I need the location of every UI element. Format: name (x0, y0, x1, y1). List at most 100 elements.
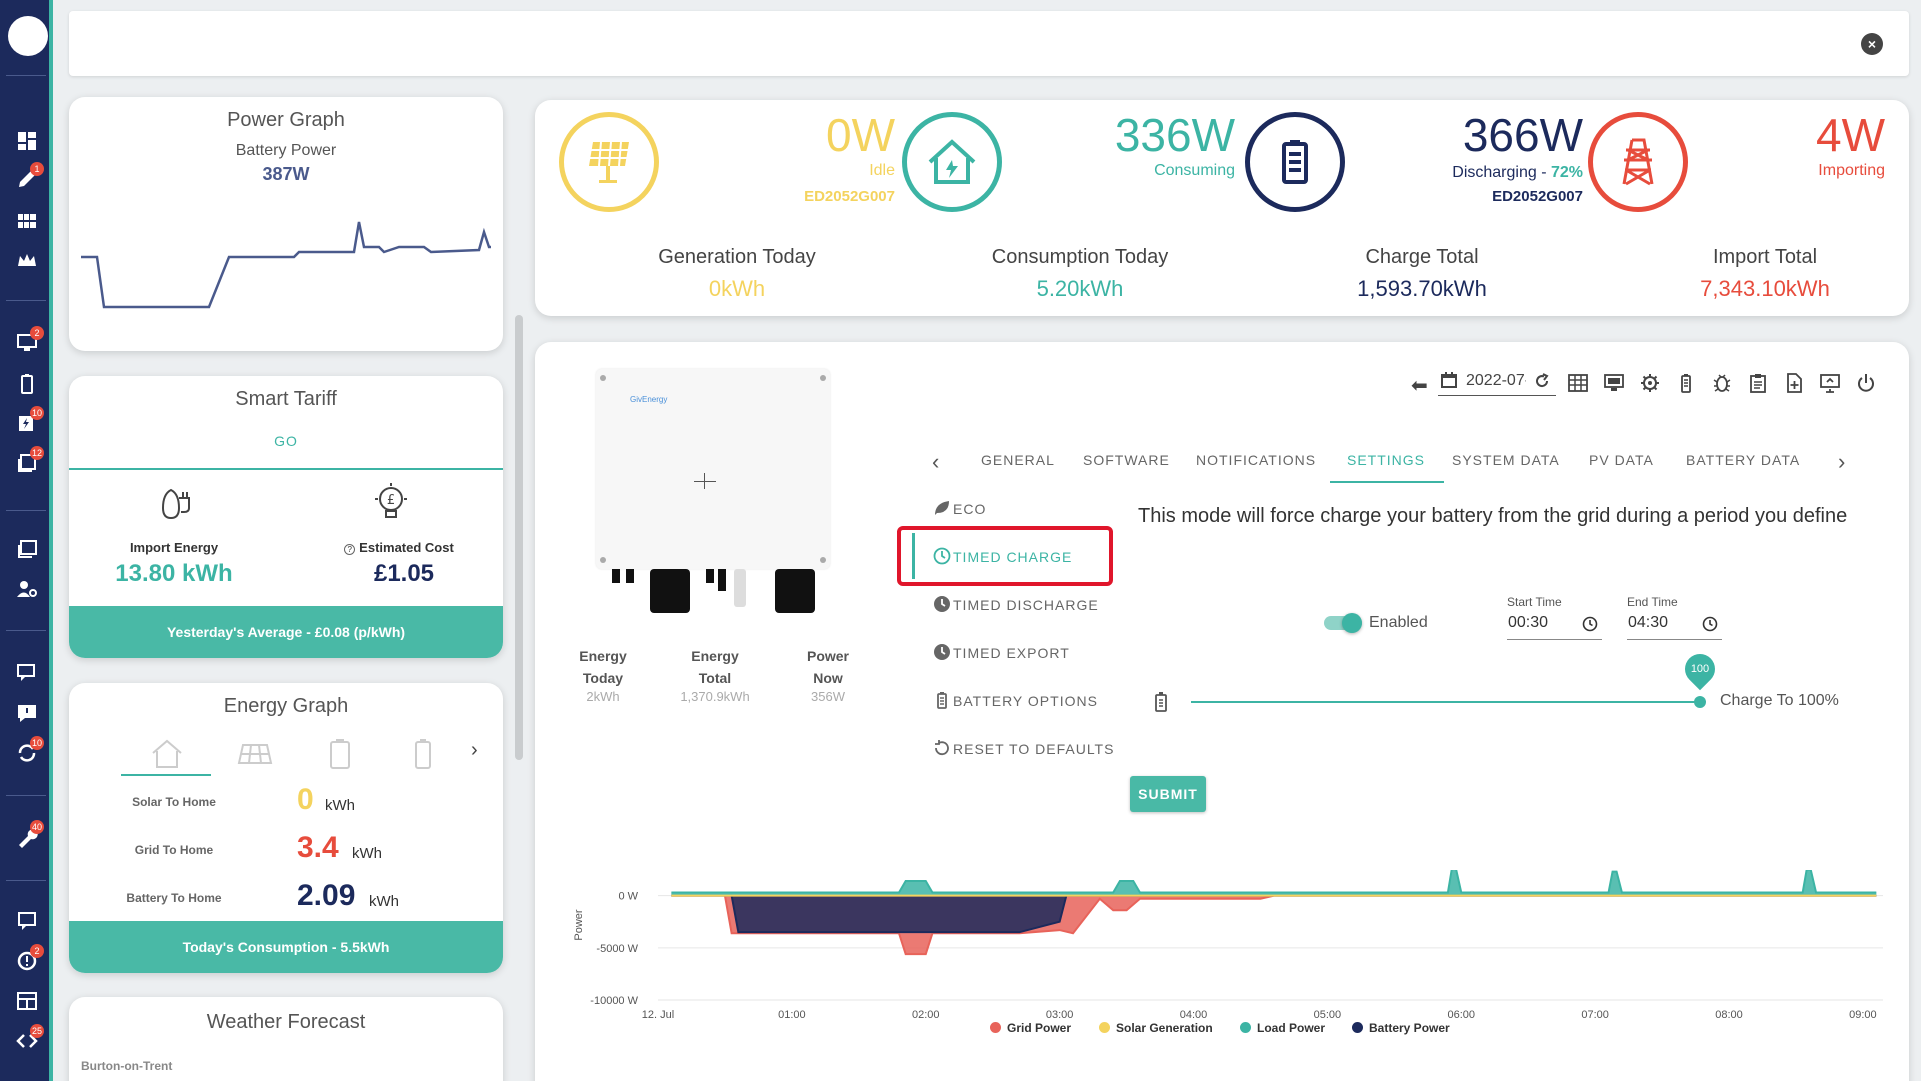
stats-card: 0W Idle ED2052G007 Generation Today 0kWh… (535, 100, 1909, 316)
chat-icon[interactable] (16, 662, 38, 684)
settings-gear-icon[interactable] (1639, 372, 1661, 394)
active-mode-indicator (912, 533, 915, 579)
battery-icon[interactable] (327, 737, 353, 771)
user-settings-icon[interactable] (16, 578, 38, 600)
legend-grid-power[interactable]: Grid Power (990, 1021, 1071, 1035)
chevron-right-icon[interactable]: › (1838, 449, 1846, 474)
battery-level-icon[interactable] (413, 737, 433, 771)
grid-view-icon[interactable] (16, 210, 38, 232)
reports-icon[interactable] (16, 452, 38, 474)
toggle-knob (1342, 613, 1362, 633)
bug-icon[interactable] (1711, 372, 1733, 394)
clock-icon[interactable] (1702, 616, 1718, 632)
tab-software[interactable]: SOFTWARE (1083, 452, 1170, 468)
monitor-icon[interactable] (1603, 372, 1625, 394)
wrench-icon[interactable] (16, 826, 38, 848)
remote-screen-icon[interactable] (1819, 372, 1841, 394)
clock-icon[interactable] (1582, 616, 1598, 632)
tab-general[interactable]: GENERAL (981, 452, 1055, 468)
tab-notifications[interactable]: NOTIFICATIONS (1196, 452, 1317, 468)
code-icon[interactable] (16, 1030, 38, 1052)
smart-tariff-card: Smart Tariff GO Import Energy 13.80 kWh … (69, 376, 503, 658)
battery-icon[interactable] (1675, 372, 1697, 394)
battery-circle (1245, 112, 1345, 212)
legend-battery-power[interactable]: Battery Power (1352, 1021, 1450, 1035)
inverter-brand-logo: GivEnergy (630, 395, 668, 404)
svg-text:£: £ (387, 493, 395, 508)
power-graph-subtitle: Battery Power (235, 142, 337, 159)
mode-eco-label: ECO (953, 501, 987, 517)
refresh-icon[interactable] (1534, 373, 1550, 389)
power-icon[interactable] (1855, 372, 1877, 394)
edit-icon[interactable] (16, 168, 38, 190)
battery-serial: ED2052G007 (1492, 188, 1583, 205)
charge-to-label: Charge To 100% (1720, 692, 1839, 709)
legend-label: Load Power (1257, 1021, 1326, 1035)
enabled-toggle[interactable] (1324, 613, 1362, 633)
sidebar-divider (6, 880, 46, 881)
series-area-battery-power (671, 895, 1877, 933)
battery-to-home-label: Battery To Home (126, 891, 222, 905)
tab-battery-data[interactable]: BATTERY DATA (1686, 452, 1801, 468)
sidebar-divider (6, 510, 46, 511)
gallery-icon[interactable] (16, 538, 38, 560)
charging-icon[interactable] (16, 412, 38, 434)
estimated-cost-text: Estimated Cost (359, 540, 454, 555)
support-icon[interactable] (16, 910, 38, 932)
connector (775, 569, 815, 613)
sidebar-divider (6, 795, 46, 796)
tab-settings[interactable]: SETTINGS (1347, 452, 1426, 468)
clock-icon (933, 547, 951, 565)
close-icon[interactable]: × (1861, 33, 1883, 55)
card-title: Energy Graph (223, 695, 349, 717)
start-time-input[interactable]: 00:30 (1507, 612, 1602, 640)
monitor-icon[interactable] (16, 332, 38, 354)
end-time-input[interactable]: 04:30 (1627, 612, 1722, 640)
power-chart: Power 0 W -5000 W -10000 W 12. Jul 01:00 02:… (573, 870, 1883, 1021)
app-logo[interactable] (8, 16, 48, 56)
tab-pv-data[interactable]: PV DATA (1589, 452, 1654, 468)
connector (718, 569, 726, 591)
submit-button[interactable]: SUBMIT (1130, 776, 1206, 812)
left-panel-scrollbar[interactable] (515, 315, 523, 760)
solar-status: Idle (869, 162, 895, 179)
legend-dot (1099, 1022, 1110, 1033)
sidebar-divider (6, 630, 46, 631)
tab-system-data[interactable]: SYSTEM DATA (1452, 452, 1560, 468)
alert-icon[interactable] (16, 950, 38, 972)
battery-to-home-value: 2.09 (297, 879, 356, 912)
clipboard-icon[interactable] (1747, 372, 1769, 394)
solar-panel-icon[interactable] (237, 739, 273, 769)
slider-thumb[interactable] (1694, 696, 1706, 708)
weather-location: Burton-on-Trent (81, 1059, 173, 1073)
chevron-left-icon[interactable]: ‹ (932, 449, 940, 474)
tariff-footer: Yesterday's Average - £0.08 (p/kWh) (69, 606, 503, 658)
help-icon[interactable]: ? (344, 544, 356, 555)
x-tick-label: 12. Jul (642, 1009, 674, 1021)
back-arrow-icon[interactable]: ⬅ (1411, 375, 1428, 397)
table-icon[interactable] (1567, 372, 1589, 394)
top-bar: × (69, 11, 1909, 76)
mode-battery-options-label: BATTERY OPTIONS (953, 693, 1098, 709)
x-tick-label: 07:00 (1581, 1009, 1609, 1021)
active-tab-indicator (1330, 481, 1444, 483)
date-picker[interactable]: 2022-07-12 (1438, 368, 1556, 396)
file-add-icon[interactable] (1783, 372, 1805, 394)
feedback-icon[interactable] (16, 702, 38, 724)
crown-icon[interactable] (16, 250, 38, 272)
battery-power-value: 366W (1462, 109, 1583, 161)
estimated-cost-value: £1.05 (373, 560, 435, 587)
legend-solar-generation[interactable]: Solar Generation (1099, 1021, 1213, 1035)
battery-status: Discharging - 72% (1383, 164, 1583, 182)
card-title: Power Graph (227, 109, 345, 131)
screw (820, 375, 826, 381)
charge-slider[interactable]: 100 (1191, 647, 1722, 708)
y-tick-label: -5000 W (596, 943, 638, 955)
home-icon[interactable] (149, 737, 185, 769)
battery-icon[interactable] (16, 373, 38, 395)
chevron-right-icon[interactable]: › (471, 739, 478, 761)
dashboard-icon[interactable] (16, 130, 38, 152)
x-tick-label: 05:00 (1314, 1009, 1342, 1021)
legend-load-power[interactable]: Load Power (1240, 1021, 1325, 1035)
table-icon[interactable] (16, 990, 38, 1012)
